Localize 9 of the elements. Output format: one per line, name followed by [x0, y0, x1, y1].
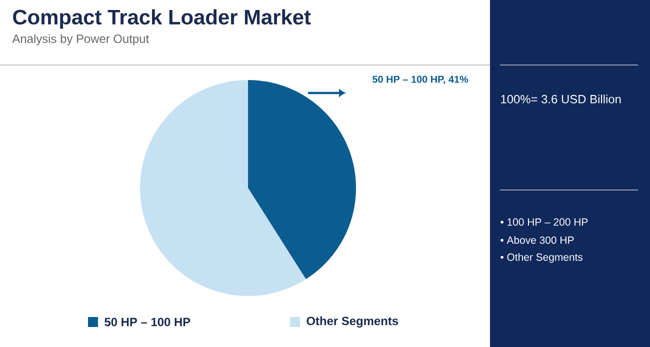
legend-label: 50 HP – 100 HP: [104, 318, 190, 326]
text: • Other Segments: [500, 253, 583, 263]
text: 50 HP – 100 HP, 41%: [372, 76, 468, 84]
text: • Above 300 HP: [500, 236, 574, 244]
chart-subtitle: Analysis by Power Output: [12, 34, 149, 46]
legend-label: Other Segments: [306, 316, 398, 328]
text: 100%= 3.6 USD Billion: [501, 94, 621, 104]
chart-title: Compact Track Loader Market: [13, 9, 311, 29]
text: • 100 HP – 200 HP: [500, 218, 588, 226]
